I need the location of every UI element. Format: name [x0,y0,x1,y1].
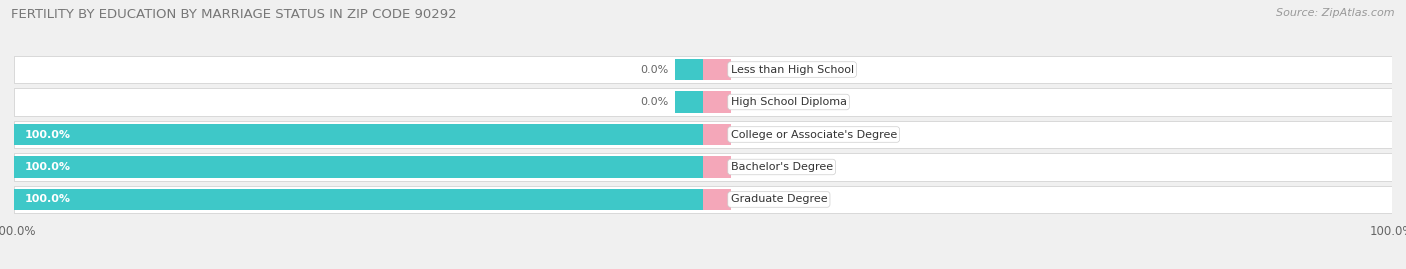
Text: 0.0%: 0.0% [640,97,669,107]
Bar [703,59,731,80]
Text: Graduate Degree: Graduate Degree [731,194,827,204]
Text: 0.0%: 0.0% [738,162,766,172]
Bar [14,186,1392,213]
Text: College or Associate's Degree: College or Associate's Degree [731,129,897,140]
Bar [675,124,703,145]
Bar [675,157,703,178]
Text: 0.0%: 0.0% [738,194,766,204]
Text: 0.0%: 0.0% [738,97,766,107]
Bar [675,91,703,112]
Bar [14,124,703,145]
Text: Bachelor's Degree: Bachelor's Degree [731,162,832,172]
Bar [14,88,1392,116]
Text: Less than High School: Less than High School [731,65,853,75]
Text: 0.0%: 0.0% [738,129,766,140]
Bar [675,189,703,210]
Bar [14,56,1392,83]
Bar [703,124,731,145]
Text: 0.0%: 0.0% [640,65,669,75]
Bar [14,121,1392,148]
Text: High School Diploma: High School Diploma [731,97,846,107]
Text: 0.0%: 0.0% [738,65,766,75]
Bar [703,189,731,210]
Bar [675,59,703,80]
Bar [14,189,703,210]
Bar [703,91,731,112]
Text: 100.0%: 100.0% [24,194,70,204]
Text: Source: ZipAtlas.com: Source: ZipAtlas.com [1277,8,1395,18]
Text: 100.0%: 100.0% [24,162,70,172]
Text: 100.0%: 100.0% [24,129,70,140]
Bar [14,153,1392,181]
Text: FERTILITY BY EDUCATION BY MARRIAGE STATUS IN ZIP CODE 90292: FERTILITY BY EDUCATION BY MARRIAGE STATU… [11,8,457,21]
Bar [703,157,731,178]
Bar [14,157,703,178]
